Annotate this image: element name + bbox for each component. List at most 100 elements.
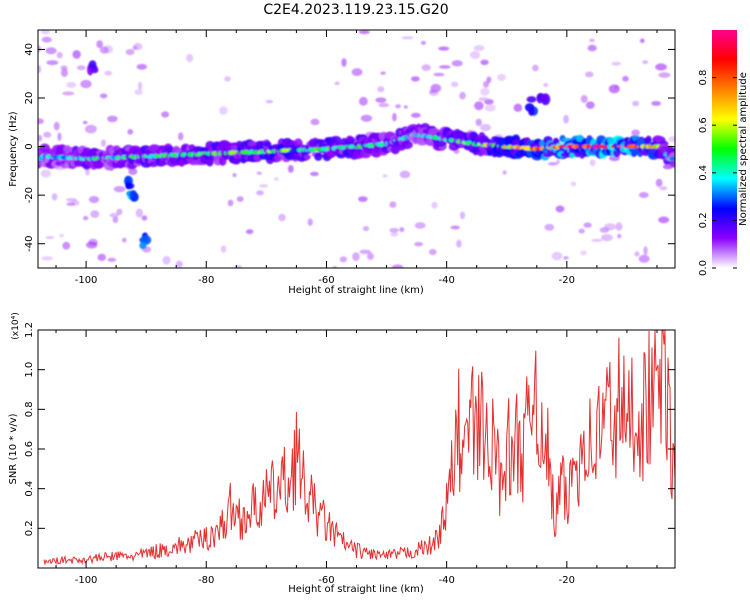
spectrogram-speckle <box>601 234 613 242</box>
spectrogram-feature <box>125 181 132 190</box>
spectrogram-speckle <box>38 134 43 142</box>
snr-line <box>43 330 675 566</box>
spectrogram-speckle <box>587 44 597 52</box>
spectrogram-speckle <box>310 118 320 126</box>
spectrogram-ridge-blob <box>645 135 652 144</box>
y-tick-label: 20 <box>24 92 35 105</box>
y-tick-label: 1.2 <box>24 322 35 338</box>
colorbar-tick-label: 0.6 <box>698 117 709 133</box>
spectrogram-speckle <box>46 60 59 66</box>
spectrogram-speckle <box>390 232 399 237</box>
spectrogram-speckle <box>414 241 424 247</box>
spectrogram-speckle <box>66 197 77 202</box>
spectrogram-speckle <box>513 103 523 112</box>
spectrogram-speckle <box>639 38 645 44</box>
spectrogram-speckle <box>107 115 118 123</box>
colorbar-tick-label: 0.0 <box>698 260 709 276</box>
spectrogram-speckle <box>141 215 148 221</box>
spectrogram-speckle <box>128 168 138 176</box>
spectrogram-speckle <box>421 64 431 71</box>
spectrogram-speckle <box>632 100 640 107</box>
spectrogram-x-axis-label: Height of straight line (km) <box>288 285 424 296</box>
spectrogram-speckle <box>339 256 348 263</box>
spectrogram-speckle <box>655 63 667 71</box>
spectrogram-speckle <box>96 40 104 49</box>
spectrogram-speckle <box>60 68 68 78</box>
spectrogram-speckle <box>362 226 370 232</box>
spectrogram-ridge-blob <box>670 160 675 168</box>
spectrogram-speckle <box>585 71 594 78</box>
spectrogram-speckle <box>38 65 42 73</box>
spectrogram-speckle <box>658 72 671 78</box>
snr-y-axis-label: SNR (10 * v/v) <box>8 413 19 484</box>
y-tick-label: 0.4 <box>24 481 35 497</box>
spectrogram-speckle <box>563 256 569 260</box>
spectrogram-speckle <box>53 121 60 131</box>
spectrogram-speckle <box>611 61 622 66</box>
spectrogram-speckle <box>555 205 565 213</box>
spectrogram-speckle <box>265 99 274 104</box>
spectrogram-speckle <box>72 50 81 59</box>
spectrogram-speckle <box>638 254 650 263</box>
spectrogram-speckle <box>532 64 539 72</box>
spectrogram-speckle <box>57 132 62 142</box>
spectrogram-speckle <box>85 241 98 249</box>
spectrogram-speckle <box>631 129 641 136</box>
spectrogram-speckle <box>99 93 108 99</box>
spectrogram-speckle <box>428 248 437 256</box>
spectrogram-speckle <box>599 227 610 233</box>
spectrogram-speckle <box>59 233 65 238</box>
spectrogram-speckle <box>583 222 592 228</box>
spectrogram-speckle <box>658 216 670 224</box>
spectrogram-speckle <box>634 251 640 257</box>
spectrogram-speckle <box>107 257 117 262</box>
spectrogram-speckle <box>274 177 279 181</box>
spectrogram-speckle <box>570 181 577 187</box>
spectrogram-speckle <box>56 51 63 59</box>
spectrogram-speckle <box>109 213 119 218</box>
spectrogram-ridge-blob <box>486 150 493 156</box>
spectrogram-speckle <box>236 196 244 202</box>
spectrogram-speckle <box>608 84 620 94</box>
spectrogram-ridge-blob <box>232 156 241 165</box>
y-tick-label: 0.6 <box>24 441 35 457</box>
snr-axes: -100 -80 -60 -40 -20 0.2 0.4 0.6 0.8 1.0 1.2 <box>24 322 675 586</box>
x-tick-label: -80 <box>198 575 214 586</box>
spectrogram-speckle <box>486 76 492 84</box>
spectrogram-speckle <box>547 162 558 166</box>
spectrogram-speckle <box>377 86 385 93</box>
spectrogram-speckle <box>80 79 92 89</box>
spectrogram-speckle <box>82 120 88 125</box>
spectrogram-speckle <box>382 174 388 178</box>
spectrogram-speckle <box>358 30 370 35</box>
spectrogram-speckle <box>41 256 54 261</box>
spectrogram-speckle <box>399 227 405 233</box>
spectrogram-speckle <box>459 91 466 100</box>
spectrogram-speckle <box>401 36 414 40</box>
spectrogram-speckle <box>358 96 368 106</box>
colorbar-label: Normalized spectral amplitude <box>738 72 749 226</box>
snr-x-axis-label: Height of straight line (km) <box>288 584 424 595</box>
spectrogram-speckle <box>438 65 451 69</box>
y-tick-label: 40 <box>24 43 35 56</box>
spectrogram-speckle <box>38 118 44 125</box>
snr-plot-area <box>38 330 675 568</box>
spectrogram-speckle <box>84 124 97 134</box>
spectrogram-speckle <box>161 111 170 118</box>
spectrogram-speckle <box>66 81 77 88</box>
spectrogram-ridge-blob <box>314 152 323 161</box>
spectrogram-panel: -100 -80 -60 -40 -20 -40 -20 0 20 40 Height of st… <box>8 29 676 296</box>
spectrogram-speckle <box>403 105 408 109</box>
x-tick-label: -80 <box>198 275 214 286</box>
spectrogram-speckle <box>360 114 373 122</box>
spectrogram-speckle <box>392 112 397 122</box>
spectrogram-speckle <box>480 87 490 96</box>
x-tick-label: -60 <box>318 275 334 286</box>
y-tick-label: -20 <box>24 187 35 203</box>
spectrogram-ridge-blob <box>262 141 272 147</box>
spectrogram-speckle <box>104 70 113 76</box>
spectrogram-speckle <box>375 97 387 103</box>
spectrogram-speckle <box>563 114 569 124</box>
colorbar-tick-label: 0.4 <box>698 165 709 181</box>
spectrogram-speckle <box>438 46 450 51</box>
